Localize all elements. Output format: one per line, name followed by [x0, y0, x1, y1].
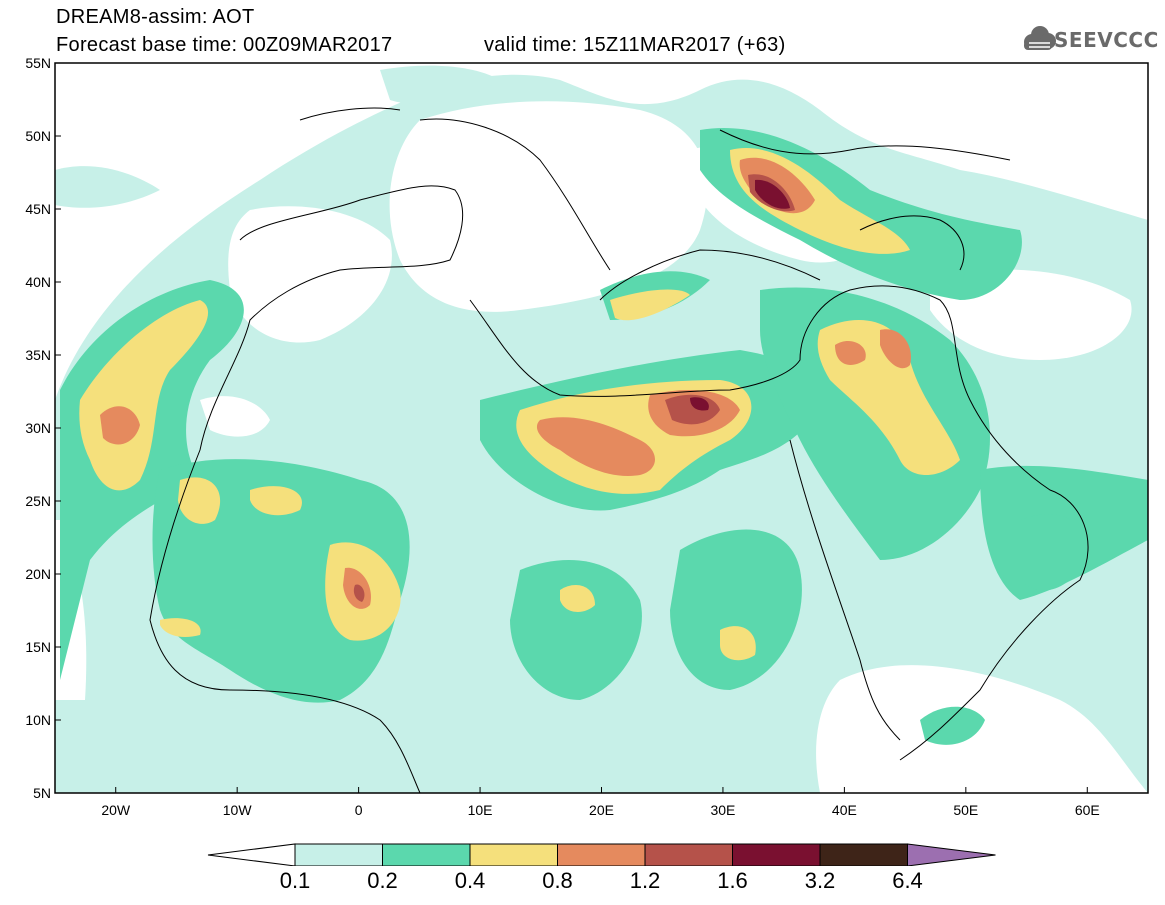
- colorbar-segment: [819, 843, 908, 866]
- lon-tick-label: 10W: [223, 802, 253, 818]
- colorbar-label: 0.8: [542, 868, 573, 893]
- colorbar-segment: [469, 843, 558, 866]
- colorbar-label: 3.2: [804, 868, 836, 893]
- colorbar-segment: [294, 843, 383, 866]
- lon-tick-label: 30E: [710, 802, 735, 818]
- colorbar-segment: [382, 843, 471, 866]
- lon-tick-label: 60E: [1075, 802, 1100, 818]
- lat-tick-label: 10N: [25, 712, 51, 728]
- map-title: DREAM8-assim: AOT: [56, 6, 255, 28]
- latitude-axis: 55N 50N 45N 40N 35N 30N 25N 20N 15N 10N 5N: [25, 55, 61, 801]
- lat-tick-label: 25N: [25, 493, 51, 509]
- colorbar-label: 0.2: [367, 868, 398, 893]
- lon-tick-label: 0: [355, 802, 363, 818]
- colorbar: [207, 843, 996, 866]
- lon-tick-label: 20W: [101, 802, 131, 818]
- lat-tick-label: 35N: [25, 347, 51, 363]
- valid-time: valid time: 15Z11MAR2017 (+63): [484, 34, 786, 56]
- colorbar-label: 0.4: [454, 868, 486, 893]
- longitude-axis: 20W 10W 0 10E 20E 30E 40E 50E 60E: [101, 787, 1100, 818]
- lat-tick-label: 45N: [25, 201, 51, 217]
- lon-tick-label: 20E: [589, 802, 614, 818]
- aot-map: 55N 50N 45N 40N 35N 30N 25N 20N 15N 10N 5N 20W 10W 0…: [25, 55, 1149, 818]
- lat-tick-label: 55N: [25, 55, 51, 71]
- colorbar-segment: [732, 843, 821, 866]
- lon-tick-label: 10E: [468, 802, 493, 818]
- logo-text: SEEVCCC: [1054, 28, 1159, 52]
- lon-tick-label: 50E: [953, 802, 978, 818]
- lat-tick-label: 50N: [25, 128, 51, 144]
- colorbar-segment: [557, 843, 646, 866]
- colorbar-label: 0.1: [279, 868, 311, 893]
- colorbar-label: 1.6: [717, 868, 748, 893]
- colorbar-label: 6.4: [892, 868, 923, 893]
- lat-tick-label: 20N: [25, 566, 51, 582]
- lat-tick-label: 30N: [25, 420, 51, 436]
- cloud-logo-icon: [1024, 26, 1056, 50]
- lat-tick-label: 15N: [25, 639, 51, 655]
- colorbar-label: 1.2: [629, 868, 661, 893]
- lat-tick-label: 40N: [25, 274, 51, 290]
- coastlines: [149, 107, 1089, 793]
- colorbar-under-triangle: [207, 843, 296, 866]
- lat-tick-label: 5N: [33, 785, 51, 801]
- colorbar-over-triangle: [907, 843, 996, 866]
- aot-contours: [55, 65, 1148, 793]
- colorbar-segment: [644, 843, 733, 866]
- forecast-base-time: Forecast base time: 00Z09MAR2017: [56, 34, 393, 56]
- lon-tick-label: 40E: [832, 802, 857, 818]
